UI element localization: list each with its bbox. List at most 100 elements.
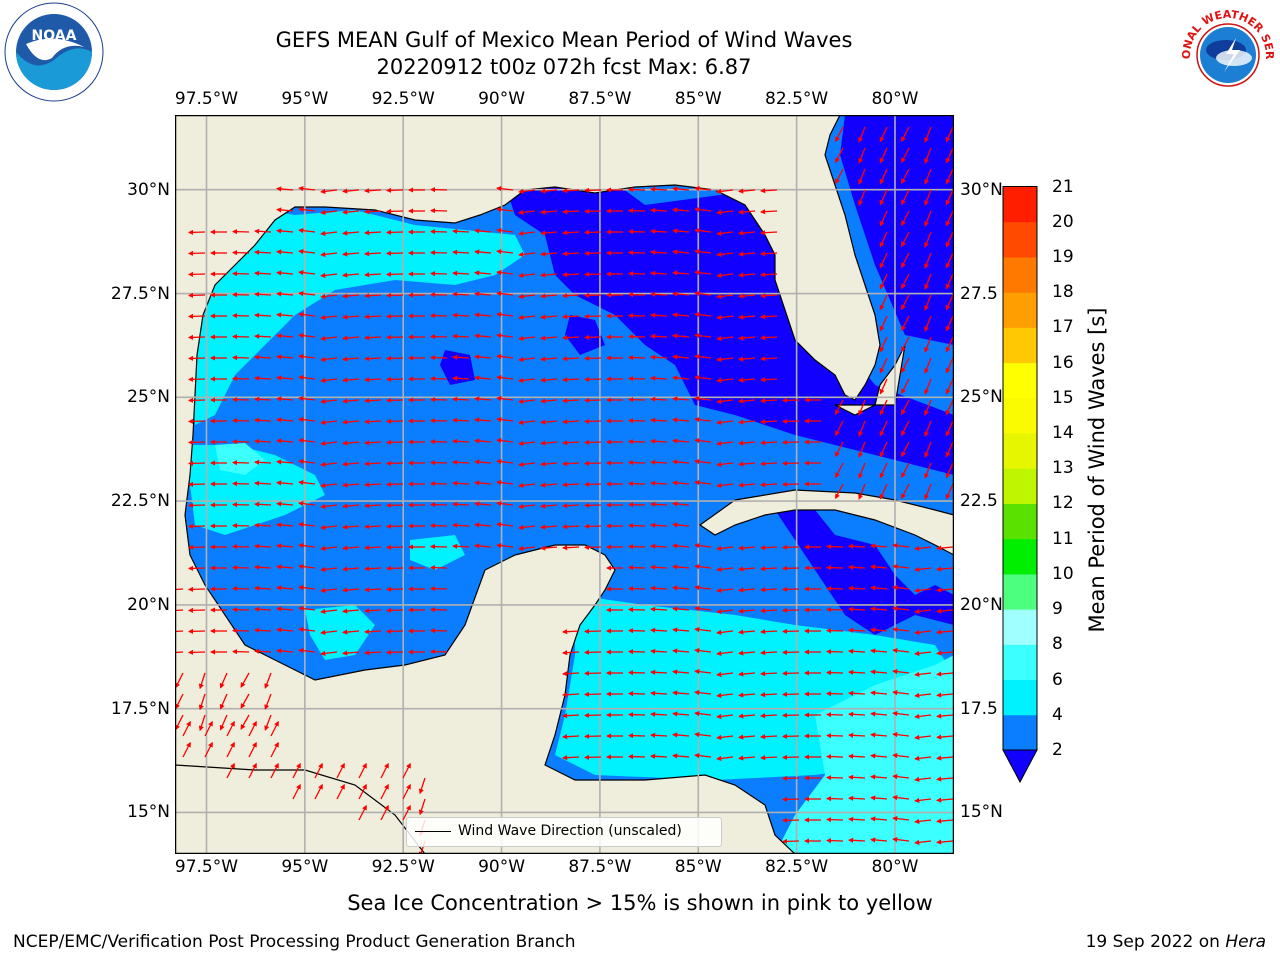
- credit-date-text: 19 Sep 2022 on: [1085, 932, 1226, 952]
- wind-wave-arrow: [924, 210, 932, 227]
- wind-wave-arrow: [738, 755, 756, 761]
- wind-wave-arrow: [892, 585, 910, 591]
- legend-label: Wind Wave Direction (unscaled): [458, 823, 682, 839]
- wind-wave-arrow: [561, 356, 580, 362]
- wind-wave-arrow: [649, 522, 668, 528]
- wind-wave-arrow: [253, 648, 272, 654]
- wind-wave-arrow: [945, 273, 954, 290]
- wind-wave-arrow: [253, 291, 272, 297]
- wind-wave-arrow: [320, 440, 338, 446]
- wind-wave-arrow: [298, 564, 316, 570]
- wind-wave-arrow: [342, 545, 360, 551]
- wind-wave-arrow: [914, 692, 932, 698]
- wind-wave-arrow: [738, 398, 756, 404]
- wind-wave-arrow: [298, 396, 316, 402]
- wind-wave-arrow: [901, 462, 910, 479]
- wind-wave-arrow: [649, 333, 668, 339]
- wind-wave-arrow: [320, 272, 338, 278]
- wind-wave-arrow: [540, 356, 558, 362]
- graticule: [175, 115, 954, 854]
- lon-tick-top: 95°W: [281, 89, 329, 109]
- wind-wave-arrow: [901, 378, 910, 395]
- wind-wave-arrow: [716, 461, 734, 467]
- wind-wave-arrow: [924, 462, 932, 479]
- wind-wave-arrow: [314, 783, 323, 800]
- wind-wave-arrow: [694, 438, 712, 444]
- wind-wave-arrow: [924, 483, 932, 500]
- wind-wave-arrow: [901, 231, 910, 248]
- wind-wave-arrow: [253, 375, 272, 381]
- wind-wave-arrow: [342, 461, 360, 467]
- wind-wave-arrow: [248, 720, 257, 737]
- wind-wave-arrow: [759, 692, 778, 698]
- wind-wave-arrow: [358, 783, 367, 800]
- wind-wave-arrow: [738, 335, 756, 341]
- wind-wave-arrow: [342, 566, 360, 572]
- wind-wave-arrow: [716, 251, 734, 257]
- wind-wave-arrow: [892, 837, 910, 843]
- wind-wave-arrow: [945, 231, 954, 248]
- wind-wave-arrow: [298, 501, 316, 507]
- wind-wave-arrow: [914, 629, 932, 635]
- wind-wave-arrow: [738, 713, 756, 719]
- wind-wave-arrow: [518, 524, 536, 530]
- wind-wave-arrow: [914, 650, 932, 656]
- wind-wave-arrow: [936, 671, 954, 677]
- wind-wave-arrow: [924, 441, 932, 458]
- wind-wave-arrow: [182, 720, 191, 737]
- wind-wave-arrow: [738, 734, 756, 740]
- wind-wave-arrow: [320, 209, 338, 215]
- wind-wave-arrow: [759, 461, 778, 467]
- wind-wave-arrow: [879, 441, 888, 458]
- wind-wave-arrow: [363, 440, 382, 446]
- wind-wave-arrow: [320, 398, 338, 404]
- wind-wave-arrow: [276, 375, 294, 381]
- wind-wave-arrow: [402, 783, 411, 800]
- lon-tick-bottom: 97.5°W: [174, 857, 239, 877]
- colorbar-tick-label: 15: [1052, 387, 1074, 408]
- wind-wave-arrow: [945, 126, 954, 143]
- wind-wave-arrow: [518, 209, 536, 215]
- wind-wave-arrow: [175, 672, 184, 689]
- wind-wave-arrow: [945, 378, 954, 395]
- wind-wave-arrow: [298, 438, 316, 444]
- wind-wave-arrow: [892, 669, 910, 675]
- wind-wave-arrow: [226, 762, 235, 779]
- wind-wave-arrow: [298, 228, 316, 234]
- credit-branch: NCEP/EMC/Verification Post Processing Pr…: [13, 932, 576, 952]
- wind-wave-arrow: [276, 648, 294, 654]
- wind-wave-arrow: [847, 690, 866, 696]
- wind-wave-arrow: [694, 186, 712, 192]
- wind-wave-arrow: [363, 482, 382, 488]
- wind-wave-arrow: [858, 441, 866, 458]
- wind-wave-arrow: [870, 564, 888, 570]
- wind-wave-arrow: [561, 461, 580, 467]
- colorbar-under-triangle: [1002, 749, 1038, 784]
- wind-wave-arrow: [298, 459, 316, 465]
- wind-wave-arrow: [936, 734, 954, 740]
- lon-tick-bottom: 85°W: [674, 857, 722, 877]
- wind-wave-arrow: [870, 690, 888, 696]
- wind-wave-arrow: [892, 564, 910, 570]
- wind-wave-arrow: [738, 461, 756, 467]
- wind-wave-arrow: [276, 480, 294, 486]
- colorbar-segment: [1003, 573, 1037, 610]
- wind-wave-arrow: [451, 438, 470, 444]
- wind-wave-arrow: [858, 483, 866, 500]
- wind-wave-arrow: [879, 252, 888, 269]
- wind-wave-arrow: [901, 189, 910, 206]
- wind-wave-arrow: [518, 230, 536, 236]
- wind-wave-arrow: [924, 147, 932, 164]
- wind-wave-arrow: [716, 671, 734, 677]
- wind-wave-arrow: [518, 419, 536, 425]
- colorbar-tick-label: 4: [1052, 704, 1063, 725]
- wind-wave-arrow: [847, 543, 866, 549]
- wind-wave-arrow: [901, 168, 910, 185]
- wind-wave-arrow: [342, 650, 360, 656]
- wind-wave-arrow: [847, 606, 866, 612]
- wind-wave-arrow: [649, 543, 668, 549]
- wind-wave-arrow: [879, 399, 888, 416]
- lon-tick-top: 90°W: [478, 89, 526, 109]
- wind-wave-arrow: [540, 545, 558, 551]
- wind-wave-arrow: [879, 189, 888, 206]
